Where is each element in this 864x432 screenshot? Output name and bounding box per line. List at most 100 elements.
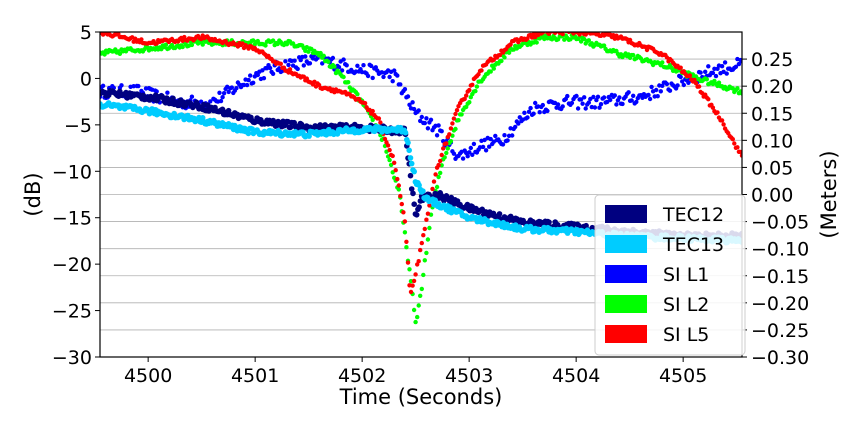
data-point bbox=[385, 143, 391, 148]
data-point bbox=[620, 101, 625, 107]
data-point bbox=[413, 212, 420, 218]
data-point bbox=[287, 67, 293, 72]
data-point bbox=[488, 69, 493, 74]
data-point bbox=[513, 124, 518, 130]
data-point bbox=[421, 233, 426, 238]
data-point bbox=[459, 112, 464, 117]
data-point bbox=[586, 100, 591, 105]
data-point bbox=[545, 108, 550, 114]
data-point bbox=[732, 141, 737, 146]
data-point bbox=[453, 111, 458, 117]
data-point bbox=[482, 137, 487, 143]
y-left-tick-label: −5 bbox=[64, 115, 92, 137]
data-point bbox=[655, 94, 660, 99]
data-point bbox=[244, 82, 250, 88]
data-point bbox=[341, 74, 346, 80]
data-point bbox=[465, 154, 470, 159]
data-point bbox=[401, 210, 406, 215]
y-right-tick-label: −0.20 bbox=[751, 293, 809, 315]
data-point bbox=[471, 141, 477, 147]
data-point bbox=[706, 97, 711, 102]
x-axis-label: Time (Seconds) bbox=[339, 385, 503, 409]
data-point bbox=[448, 126, 454, 131]
data-point bbox=[680, 79, 685, 84]
data-point bbox=[425, 211, 431, 216]
data-point bbox=[608, 97, 613, 103]
data-point bbox=[533, 100, 538, 106]
data-point bbox=[398, 193, 403, 199]
legend-swatch bbox=[605, 295, 647, 313]
data-point bbox=[405, 139, 411, 146]
legend-label: TEC13 bbox=[662, 234, 724, 256]
y-left-tick-label: 0 bbox=[80, 68, 92, 90]
data-point bbox=[341, 57, 346, 62]
data-point bbox=[306, 133, 312, 139]
data-point bbox=[422, 226, 427, 232]
data-point bbox=[601, 95, 607, 100]
data-point bbox=[660, 60, 665, 65]
data-point bbox=[591, 94, 596, 100]
data-point bbox=[716, 80, 722, 85]
data-point bbox=[704, 77, 709, 82]
data-point bbox=[464, 93, 469, 98]
y-left-axis-label: (dB) bbox=[21, 172, 45, 216]
data-point bbox=[428, 117, 434, 123]
data-point bbox=[497, 52, 503, 58]
data-point bbox=[365, 73, 371, 79]
data-point bbox=[442, 155, 447, 160]
data-point bbox=[382, 136, 388, 142]
data-point bbox=[332, 64, 337, 69]
data-point bbox=[592, 105, 598, 110]
data-point bbox=[402, 219, 408, 224]
data-point bbox=[516, 121, 521, 126]
y-left-tick-label: 5 bbox=[80, 22, 92, 44]
data-point bbox=[416, 303, 421, 308]
data-point bbox=[402, 129, 409, 136]
data-point bbox=[418, 247, 423, 253]
data-point bbox=[453, 126, 458, 132]
x-axis-ticks: 4500 4501 4502 4503 4504 4505 bbox=[124, 357, 707, 387]
data-point bbox=[525, 115, 530, 120]
data-point bbox=[448, 139, 454, 144]
data-point bbox=[470, 152, 475, 157]
data-point bbox=[580, 101, 585, 106]
data-point bbox=[245, 130, 252, 137]
data-point bbox=[392, 160, 397, 165]
y-right-tick-label: 0.20 bbox=[751, 76, 793, 98]
data-point bbox=[575, 106, 581, 111]
data-point bbox=[370, 108, 375, 114]
data-point bbox=[425, 126, 431, 131]
data-point bbox=[476, 72, 481, 77]
data-point bbox=[387, 157, 392, 163]
data-point bbox=[411, 278, 417, 284]
data-point bbox=[626, 90, 631, 95]
data-point bbox=[522, 110, 527, 116]
data-point bbox=[395, 73, 400, 78]
data-point bbox=[387, 147, 392, 153]
data-point bbox=[270, 38, 276, 43]
data-point bbox=[370, 75, 375, 81]
data-point bbox=[405, 94, 411, 99]
data-point bbox=[301, 63, 306, 68]
data-point bbox=[555, 102, 561, 107]
data-point bbox=[180, 44, 185, 50]
data-point bbox=[407, 172, 414, 179]
data-point bbox=[706, 64, 711, 69]
data-point bbox=[390, 79, 395, 84]
data-point bbox=[560, 32, 565, 37]
data-point bbox=[438, 158, 443, 164]
data-point bbox=[528, 105, 533, 111]
data-point bbox=[408, 289, 414, 295]
data-point bbox=[411, 106, 417, 112]
data-point bbox=[307, 61, 313, 66]
data-point bbox=[601, 43, 607, 48]
data-point bbox=[378, 120, 383, 125]
data-point bbox=[658, 89, 663, 94]
data-point bbox=[399, 201, 404, 207]
data-point bbox=[480, 144, 486, 150]
data-point bbox=[735, 86, 740, 91]
data-point bbox=[444, 141, 449, 146]
data-point bbox=[488, 136, 493, 142]
data-point bbox=[598, 102, 604, 107]
data-point bbox=[578, 39, 584, 44]
